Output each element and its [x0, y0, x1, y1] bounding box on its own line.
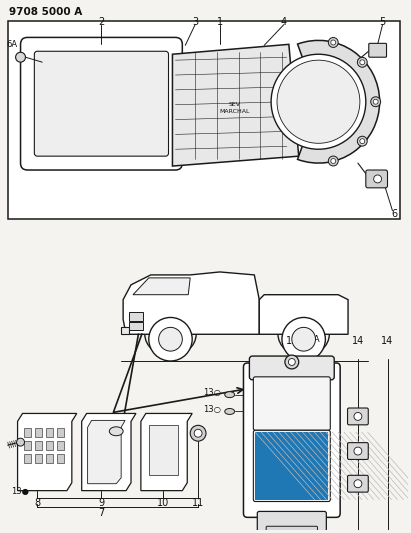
Bar — [149, 425, 178, 475]
Ellipse shape — [109, 427, 123, 435]
Circle shape — [16, 52, 25, 62]
Polygon shape — [18, 414, 77, 491]
FancyBboxPatch shape — [348, 408, 368, 425]
Wedge shape — [298, 41, 380, 163]
Polygon shape — [133, 278, 190, 295]
Bar — [57, 454, 64, 463]
Text: 10: 10 — [157, 497, 169, 507]
FancyBboxPatch shape — [369, 43, 386, 57]
FancyBboxPatch shape — [249, 356, 334, 380]
Circle shape — [282, 318, 326, 361]
FancyBboxPatch shape — [266, 526, 317, 533]
Text: 13: 13 — [291, 336, 303, 346]
Circle shape — [357, 136, 367, 146]
Bar — [25, 441, 31, 450]
Circle shape — [194, 429, 202, 437]
Circle shape — [360, 60, 365, 65]
Circle shape — [357, 58, 367, 67]
Text: 5: 5 — [379, 17, 386, 27]
Bar — [25, 429, 31, 437]
Polygon shape — [173, 44, 299, 166]
Polygon shape — [141, 414, 192, 491]
Bar — [129, 311, 143, 321]
Circle shape — [331, 158, 336, 164]
FancyBboxPatch shape — [35, 51, 169, 156]
Text: 2: 2 — [98, 17, 104, 27]
Bar — [46, 454, 53, 463]
Circle shape — [354, 413, 362, 421]
Polygon shape — [259, 295, 348, 334]
Circle shape — [292, 327, 316, 351]
Bar — [25, 454, 31, 463]
Bar — [35, 429, 42, 437]
Ellipse shape — [225, 408, 235, 415]
Text: 4: 4 — [281, 17, 287, 27]
FancyBboxPatch shape — [348, 442, 368, 459]
Polygon shape — [123, 272, 259, 334]
Bar — [57, 441, 64, 450]
Circle shape — [190, 425, 206, 441]
Circle shape — [331, 40, 336, 45]
Text: 9: 9 — [98, 497, 104, 507]
Text: 14: 14 — [381, 336, 394, 346]
Circle shape — [374, 175, 381, 183]
Bar — [46, 429, 53, 437]
Bar — [46, 441, 53, 450]
Circle shape — [354, 480, 362, 488]
Text: 13○: 13○ — [203, 388, 221, 397]
Bar — [8, 21, 400, 219]
Circle shape — [149, 318, 192, 361]
Text: 7: 7 — [98, 508, 104, 519]
Circle shape — [271, 54, 366, 149]
Polygon shape — [82, 414, 136, 491]
Bar — [255, 432, 328, 499]
Circle shape — [373, 99, 378, 104]
Circle shape — [328, 37, 338, 47]
Circle shape — [354, 447, 362, 455]
Bar — [129, 322, 143, 330]
Circle shape — [360, 139, 365, 144]
Circle shape — [285, 355, 299, 369]
Text: 14: 14 — [352, 336, 364, 346]
Polygon shape — [121, 327, 129, 334]
Circle shape — [159, 327, 182, 351]
FancyBboxPatch shape — [348, 475, 368, 492]
Bar — [35, 454, 42, 463]
Text: 1: 1 — [217, 17, 223, 27]
Bar — [35, 441, 42, 450]
Circle shape — [277, 60, 360, 143]
Text: 8: 8 — [34, 497, 40, 507]
Text: SEV: SEV — [229, 102, 240, 107]
Text: 13○: 13○ — [203, 405, 221, 414]
Polygon shape — [88, 421, 125, 484]
Text: 6A: 6A — [6, 40, 17, 49]
Circle shape — [289, 359, 295, 366]
Text: 13●: 13● — [11, 487, 28, 496]
Circle shape — [328, 156, 338, 166]
FancyBboxPatch shape — [253, 377, 330, 430]
FancyBboxPatch shape — [257, 512, 326, 531]
Text: 13A: 13A — [303, 335, 320, 344]
Ellipse shape — [225, 392, 235, 398]
Text: MARCHAL: MARCHAL — [219, 109, 250, 114]
Text: 6: 6 — [391, 208, 397, 219]
Bar — [57, 429, 64, 437]
Text: 11: 11 — [192, 497, 204, 507]
FancyBboxPatch shape — [366, 170, 388, 188]
Text: 9708 5000 A: 9708 5000 A — [9, 7, 82, 17]
FancyBboxPatch shape — [253, 430, 330, 502]
Text: 12: 12 — [286, 336, 298, 346]
FancyBboxPatch shape — [21, 37, 182, 170]
FancyBboxPatch shape — [243, 363, 340, 518]
Circle shape — [16, 438, 25, 446]
Circle shape — [371, 97, 381, 107]
Text: 3: 3 — [192, 17, 198, 27]
